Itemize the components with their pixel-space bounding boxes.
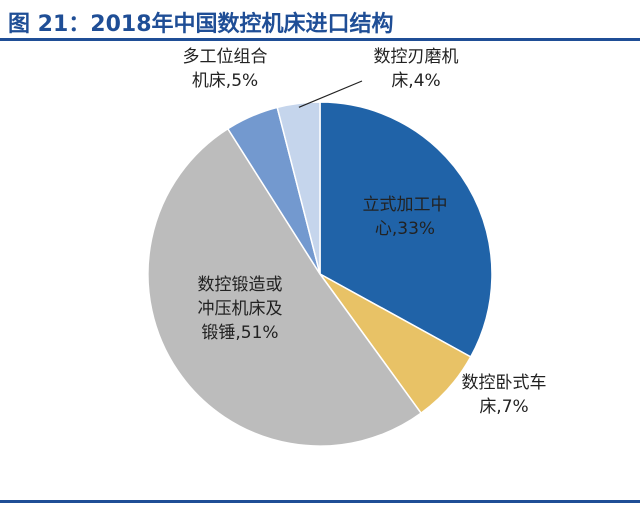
pie-slice-5 [276, 101, 321, 275]
slice-label-line: 数控锻造或 [198, 275, 283, 295]
pie-slice-1 [319, 101, 493, 358]
slice-label-4: 多工位组合机床,5% [183, 47, 268, 91]
pie-chart: 立式加工中心,33% 数控卧式车床,7% 数控锻造或冲压机床及锻锤,51% 多工位组合… [147, 47, 547, 447]
slice-label-1: 立式加工中心,33% [363, 195, 448, 239]
slice-label-line: 床,7% [479, 397, 528, 417]
leader-line [298, 80, 363, 108]
slice-label-line: 心,33% [375, 219, 435, 239]
slice-label-line: 立式加工中 [363, 195, 448, 215]
slice-label-3: 数控锻造或冲压机床及锻锤,51% [198, 275, 283, 343]
slice-label-line: 锻锤,51% [201, 323, 278, 343]
title-divider [0, 38, 640, 41]
figure-title: 图 21：2018年中国数控机床进口结构 [8, 12, 394, 37]
pie-slice-3 [147, 127, 423, 447]
figure-header: 图 21：2018年中国数控机床进口结构 [0, 0, 640, 44]
slice-label-line: 机床,5% [192, 71, 258, 91]
slice-label-line: 数控刃磨机 [374, 47, 459, 67]
slice-label-line: 床,4% [391, 71, 440, 91]
slice-label-5: 数控刃磨机床,4% [374, 47, 459, 91]
slice-label-line: 冲压机床及 [198, 299, 283, 319]
bottom-divider [0, 500, 640, 503]
slice-label-line: 多工位组合 [183, 47, 268, 67]
slice-label-2: 数控卧式车床,7% [462, 373, 547, 417]
slice-label-line: 数控卧式车 [462, 373, 547, 393]
